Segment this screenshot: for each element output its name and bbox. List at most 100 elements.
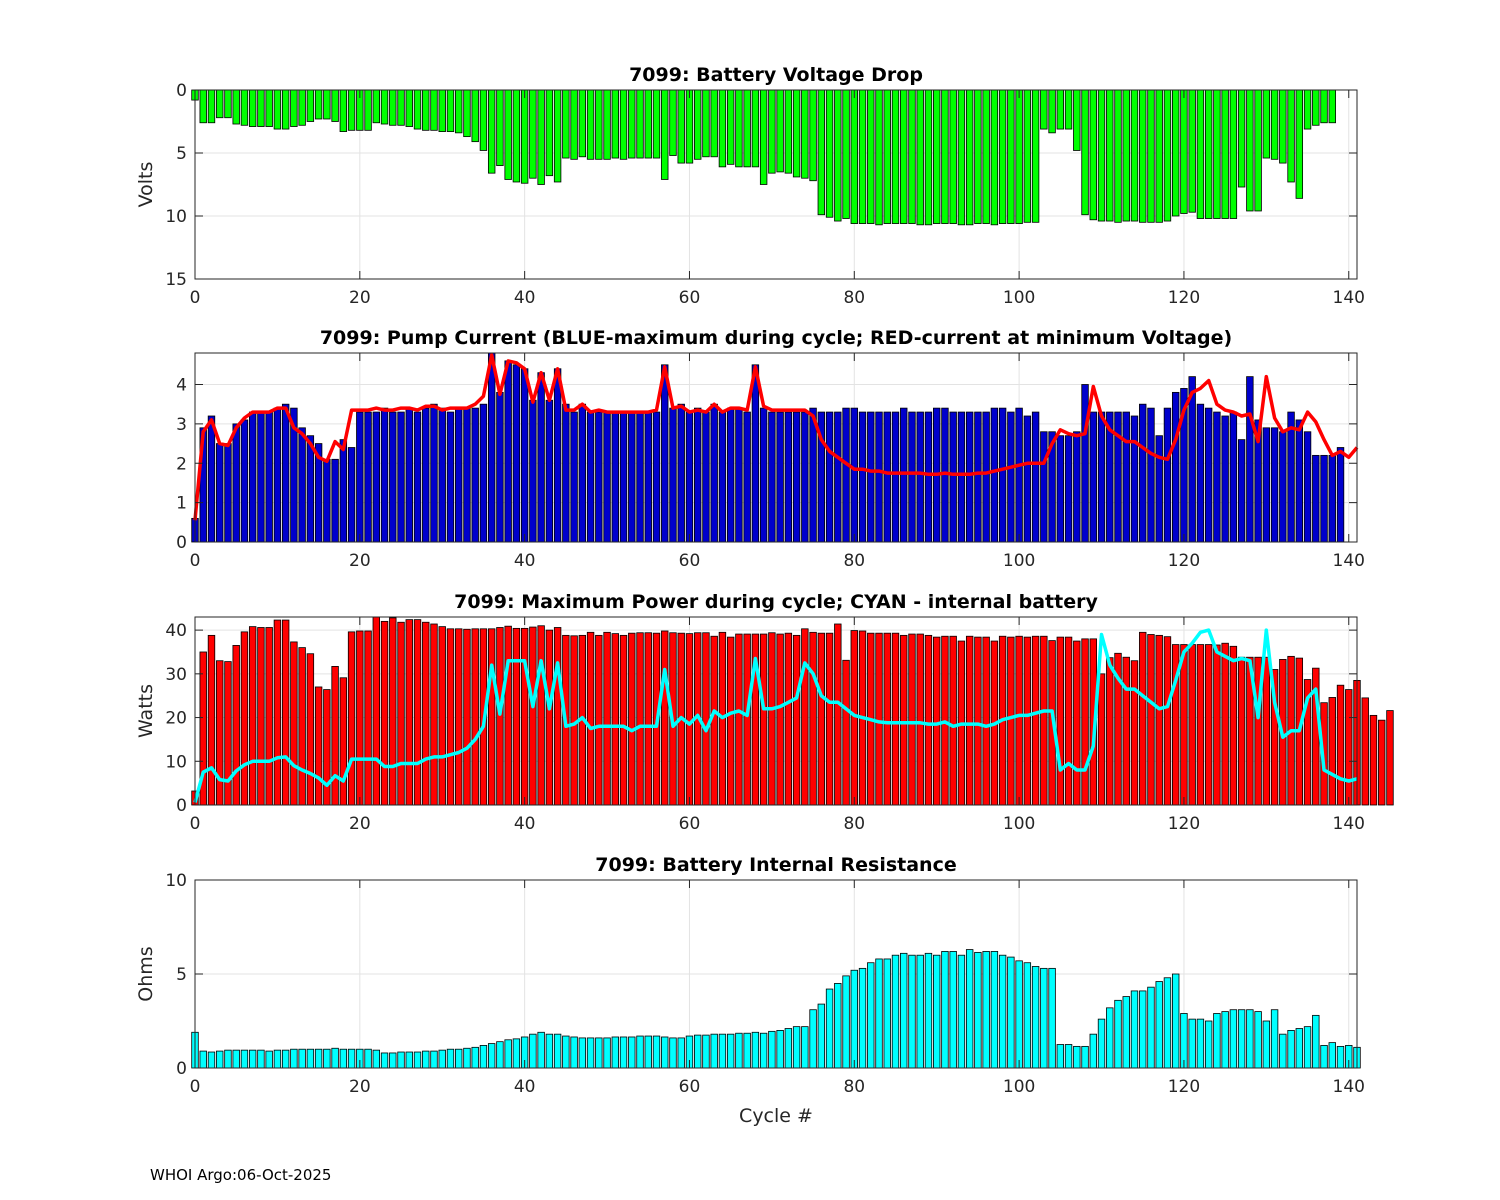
bar <box>422 89 430 131</box>
y-tick-label: 3 <box>176 415 187 435</box>
bar <box>784 632 793 806</box>
bar <box>990 407 999 543</box>
x-tick-label: 120 <box>1168 1077 1200 1097</box>
bar <box>1147 634 1155 806</box>
y-tick-label: 5 <box>176 144 187 164</box>
bar <box>331 89 339 122</box>
bar <box>957 411 966 543</box>
bar <box>306 435 315 543</box>
x-tick-label: 20 <box>349 288 371 308</box>
x-tick-label: 100 <box>1003 288 1035 308</box>
bar <box>710 403 718 543</box>
bar <box>1139 89 1147 223</box>
bar <box>842 975 850 1069</box>
bar <box>726 89 735 165</box>
bar <box>759 89 768 185</box>
bar <box>1196 644 1205 806</box>
bar <box>998 89 1007 224</box>
bar <box>1279 89 1287 164</box>
bar <box>512 1038 521 1069</box>
x-tick-label: 40 <box>514 814 536 834</box>
bar <box>792 89 801 178</box>
bar <box>1015 635 1023 806</box>
bar <box>199 1050 207 1069</box>
bar <box>455 407 463 543</box>
x-tick-label: 20 <box>349 1077 371 1097</box>
bar <box>1073 431 1081 543</box>
bar <box>529 399 537 543</box>
bar <box>702 632 710 806</box>
bar <box>1122 656 1130 806</box>
bar <box>792 634 801 806</box>
bar <box>735 407 743 543</box>
bar <box>487 628 496 806</box>
bar <box>1023 962 1032 1069</box>
bar <box>537 1031 545 1069</box>
bar <box>825 632 834 806</box>
bar <box>628 632 636 806</box>
bar <box>949 635 957 806</box>
y-tick-label: 30 <box>165 665 187 685</box>
bar <box>718 89 727 168</box>
bar <box>1295 419 1304 543</box>
bar <box>801 89 809 179</box>
bar <box>1237 656 1246 806</box>
bar <box>240 1049 249 1069</box>
bar <box>1204 1020 1213 1069</box>
bar <box>339 677 348 806</box>
bar <box>207 634 216 806</box>
bar <box>1163 89 1172 222</box>
bar <box>1064 435 1073 543</box>
bar <box>1270 1009 1279 1069</box>
bar <box>306 1048 315 1069</box>
bar <box>619 1036 628 1069</box>
bar <box>479 89 488 151</box>
bar <box>661 630 669 806</box>
bar <box>339 439 348 543</box>
bar <box>908 633 916 806</box>
bar <box>298 427 306 543</box>
bar <box>240 419 249 543</box>
bar <box>974 89 982 224</box>
bar <box>1048 967 1056 1069</box>
y-tick-label: 10 <box>165 871 187 891</box>
bar <box>858 967 867 1069</box>
bar <box>1031 966 1040 1069</box>
y-axis-label: Watts <box>135 684 157 738</box>
chart-panel-2: 0 20 40 60 80 100 120 140 0 1 2 3 4 7099: Pump Curren… <box>176 327 1365 571</box>
y-axis-label: Volts <box>135 162 157 208</box>
bar <box>669 1037 677 1069</box>
bar <box>273 619 282 806</box>
bar <box>463 89 471 138</box>
bar <box>776 89 784 173</box>
bar <box>1386 710 1394 806</box>
bar <box>1229 645 1238 806</box>
bar <box>1155 89 1163 223</box>
bar <box>1196 1018 1205 1069</box>
bar <box>661 1036 669 1069</box>
bar <box>1320 89 1328 124</box>
bar <box>949 89 957 224</box>
bar <box>389 617 397 806</box>
bar <box>1073 640 1081 806</box>
bar <box>619 411 628 543</box>
bar <box>1328 89 1336 124</box>
bar <box>1246 1009 1254 1069</box>
bar <box>957 89 966 226</box>
bar <box>784 411 793 543</box>
bar <box>1312 1014 1320 1069</box>
bar <box>603 1037 611 1069</box>
bar <box>1254 89 1262 212</box>
bar <box>224 443 232 543</box>
bar <box>825 89 834 218</box>
bar <box>438 626 446 806</box>
bar <box>842 659 850 806</box>
bar <box>1122 996 1130 1069</box>
bar <box>1023 415 1032 543</box>
bar <box>825 988 834 1069</box>
bar <box>504 360 512 543</box>
bar <box>496 391 504 543</box>
bar <box>479 403 488 543</box>
bar <box>858 89 867 224</box>
